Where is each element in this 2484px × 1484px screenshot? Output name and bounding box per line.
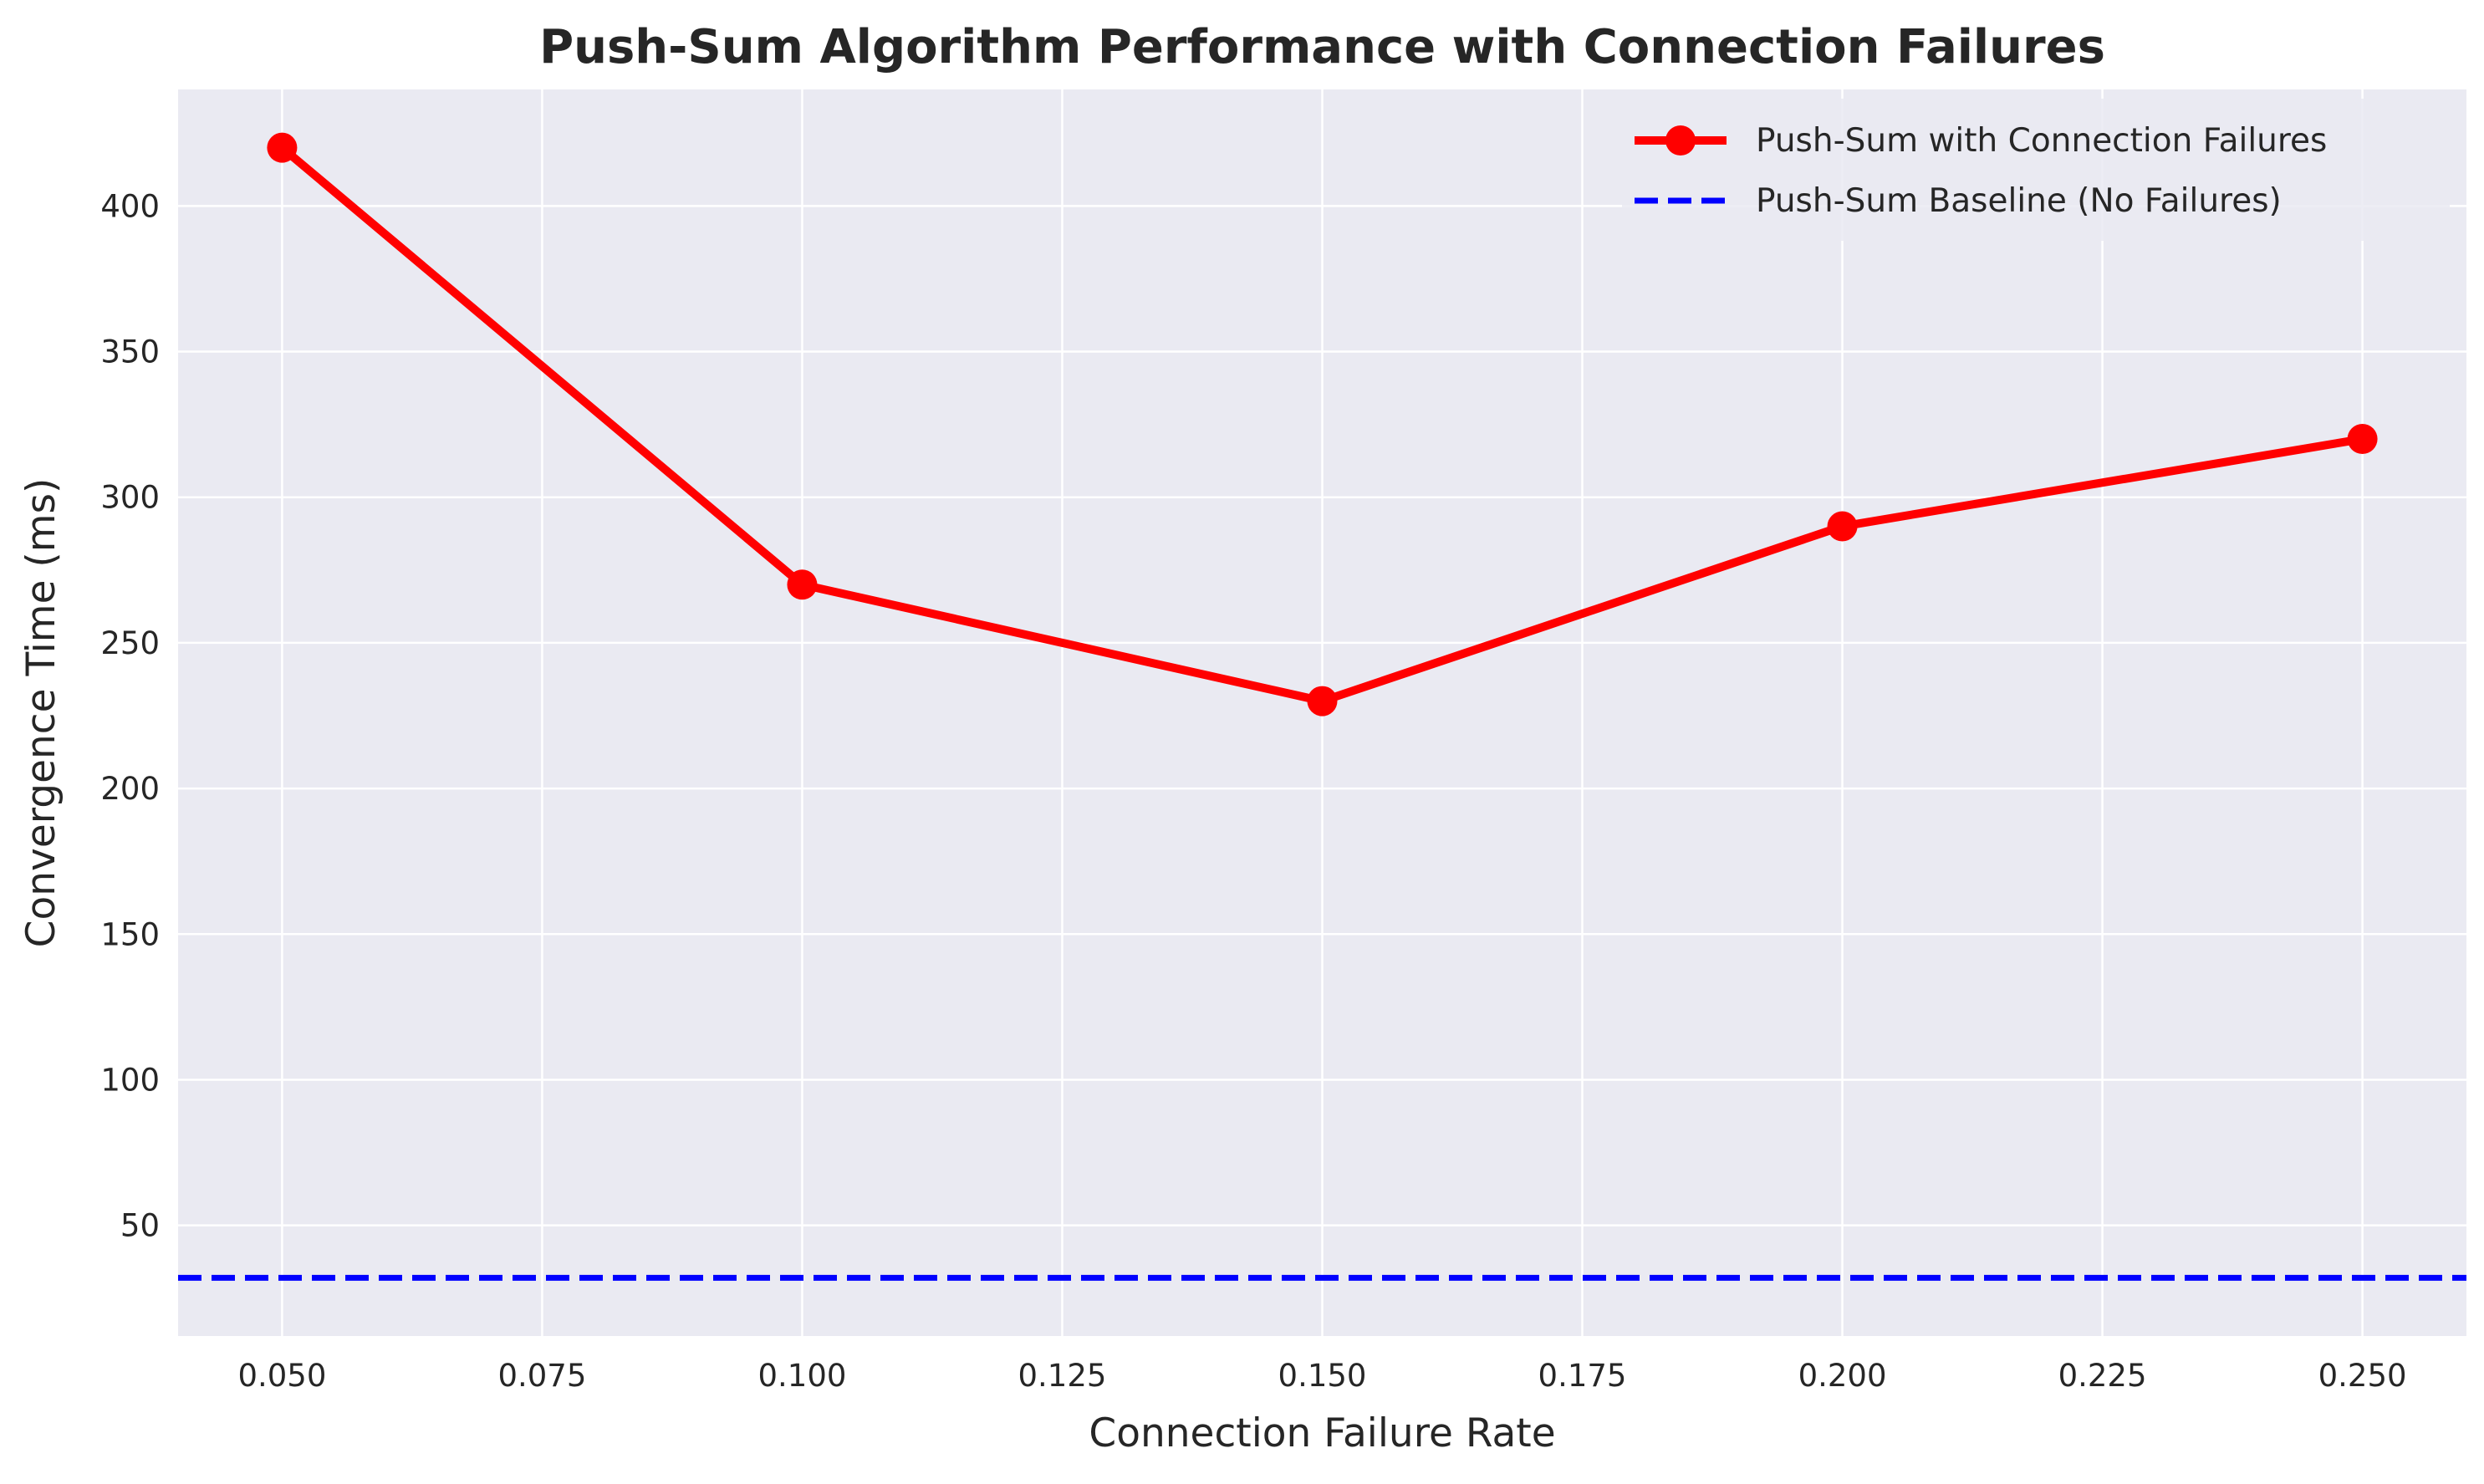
data-point: [787, 569, 818, 600]
x-axis-label: Connection Failure Rate: [1089, 1410, 1555, 1456]
x-tick-label: 0.225: [2058, 1358, 2147, 1394]
data-point: [1827, 511, 1858, 542]
y-tick-label: 250: [100, 625, 160, 661]
x-tick-label: 0.050: [237, 1358, 326, 1394]
y-tick-label: 100: [100, 1062, 160, 1098]
y-tick-label: 400: [100, 188, 160, 224]
y-axis-label: Convergence Time (ms): [18, 478, 64, 948]
y-tick-label: 200: [100, 771, 160, 807]
data-point: [267, 132, 298, 163]
chart-title: Push-Sum Algorithm Performance with Conn…: [539, 20, 2105, 74]
legend-label: Push-Sum with Connection Failures: [1756, 122, 2327, 160]
legend-label: Push-Sum Baseline (No Failures): [1756, 182, 2282, 220]
y-tick-label: 300: [100, 480, 160, 516]
tick-labels: 0.050 0.075 0.100 0.125 0.150 0.175 0.200 0.225…: [100, 188, 2406, 1394]
data-point: [1307, 686, 1338, 717]
series-layer: [178, 132, 2466, 1281]
legend-box: [1622, 99, 2450, 241]
legend: Push-Sum with Connection Failures Push-Su…: [1622, 99, 2450, 241]
x-tick-label: 0.100: [757, 1358, 846, 1394]
x-tick-label: 0.075: [497, 1358, 586, 1394]
legend-swatch-marker: [1665, 125, 1696, 156]
y-tick-label: 150: [100, 916, 160, 952]
y-tick-label: 350: [100, 334, 160, 370]
x-tick-label: 0.175: [1538, 1358, 1627, 1394]
x-tick-label: 0.200: [1798, 1358, 1887, 1394]
x-tick-label: 0.150: [1278, 1358, 1367, 1394]
x-tick-label: 0.125: [1018, 1358, 1107, 1394]
data-point: [2347, 424, 2378, 455]
x-tick-label: 0.250: [2318, 1358, 2407, 1394]
grid-lines: [178, 89, 2466, 1336]
y-tick-label: 50: [120, 1208, 160, 1244]
